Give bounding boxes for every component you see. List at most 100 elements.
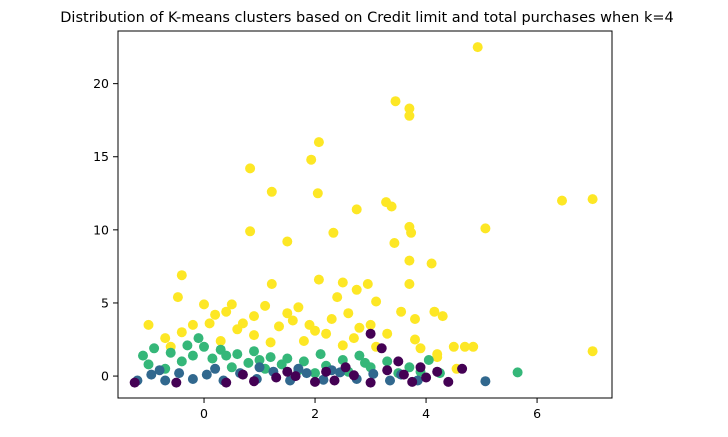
data-point-cluster-3 [274,321,284,332]
data-point-cluster-3 [365,319,376,330]
data-point-cluster-2 [138,350,148,361]
data-point-cluster-3 [313,274,324,285]
data-points [129,42,598,388]
data-point-cluster-2 [315,349,326,360]
data-point-cluster-3 [389,238,400,248]
data-point-cluster-0 [348,370,359,381]
data-point-cluster-3 [176,327,187,338]
data-point-cluster-3 [306,154,317,165]
data-point-cluster-2 [382,356,393,367]
data-point-cluster-3 [337,277,348,288]
data-point-cluster-2 [207,353,218,364]
data-point-cluster-0 [321,366,332,377]
data-point-cluster-3 [480,223,491,234]
data-point-cluster-3 [226,299,237,310]
data-point-cluster-3 [221,306,232,317]
data-point-cluster-3 [362,279,373,289]
plot-frame [117,30,613,399]
data-point-cluster-1 [301,368,312,379]
x-tick-label: 6 [533,406,541,421]
data-point-cluster-2 [254,355,265,365]
data-point-cluster-1 [210,363,221,374]
data-point-cluster-1 [201,369,212,380]
x-tick-label: 4 [422,406,430,421]
y-tick-label: 5 [101,295,109,310]
data-point-cluster-0 [393,356,404,367]
data-point-cluster-1 [154,365,165,376]
data-point-cluster-3 [557,195,567,206]
data-point-cluster-2 [226,362,237,373]
x-tick-label: 2 [311,406,319,421]
data-point-cluster-0 [415,362,426,373]
data-point-cluster-1 [187,374,198,384]
data-point-cluster-2 [149,343,160,354]
data-point-cluster-3 [337,340,348,351]
data-point-cluster-3 [448,341,459,352]
data-point-cluster-0 [376,343,387,354]
data-point-cluster-3 [313,137,324,148]
x-tick-label: 0 [200,406,208,421]
chart-title: Distribution of K-means clusters based o… [60,10,673,26]
data-point-cluster-3 [143,319,154,330]
data-point-cluster-3 [371,296,382,307]
y-tick-label: 15 [93,149,109,164]
data-point-cluster-0 [282,366,293,377]
data-point-cluster-1 [146,369,157,380]
data-point-cluster-3 [245,226,256,237]
data-point-cluster-3 [396,306,407,317]
data-point-cluster-0 [421,372,432,383]
data-point-cluster-3 [587,346,598,357]
data-point-cluster-3 [282,236,293,247]
data-point-cluster-3 [404,255,415,266]
data-point-cluster-3 [390,96,401,107]
data-point-cluster-3 [404,103,415,114]
data-point-cluster-2 [193,333,204,344]
data-point-cluster-3 [245,163,256,174]
data-point-cluster-0 [382,365,393,376]
data-point-cluster-3 [249,330,259,341]
data-point-cluster-2 [176,356,187,367]
data-point-cluster-0 [457,363,468,374]
data-point-cluster-3 [472,42,483,53]
data-point-cluster-2 [423,355,434,365]
data-point-cluster-3 [293,302,304,313]
data-point-cluster-2 [187,350,198,361]
data-point-cluster-3 [468,341,479,352]
data-point-cluster-1 [254,362,265,373]
data-point-cluster-0 [340,362,351,373]
data-point-cluster-0 [221,377,232,388]
data-point-cluster-3 [410,314,420,324]
data-point-cluster-3 [304,319,315,330]
data-point-cluster-1 [385,375,395,386]
data-point-cluster-3 [410,334,420,345]
data-point-cluster-3 [404,110,415,121]
data-point-cluster-3 [260,300,271,311]
y-tick-label: 20 [93,76,109,91]
data-point-cluster-3 [321,328,332,339]
data-point-cluster-3 [204,318,215,329]
data-point-cluster-3 [382,328,393,339]
data-point-cluster-3 [432,352,443,363]
data-point-cluster-0 [365,377,376,388]
data-point-cluster-0 [129,377,140,388]
data-point-cluster-3 [298,336,309,346]
data-point-cluster-3 [199,299,209,310]
data-point-cluster-3 [351,284,362,295]
data-point-cluster-0 [329,375,340,386]
data-point-cluster-2 [310,368,320,379]
data-point-cluster-2 [404,362,415,373]
data-point-cluster-3 [459,341,470,352]
data-point-cluster-3 [406,227,417,238]
data-point-cluster-0 [443,376,454,387]
y-tick-label: 10 [93,222,109,237]
data-point-cluster-2 [143,359,154,370]
data-point-cluster-0 [271,372,282,383]
data-point-cluster-2 [298,356,309,367]
data-point-cluster-0 [310,376,320,387]
data-point-cluster-0 [407,376,418,387]
data-point-cluster-3 [312,188,323,199]
data-point-cluster-2 [276,359,287,370]
data-point-cluster-3 [266,279,277,289]
data-point-cluster-0 [237,369,248,380]
data-point-cluster-3 [326,314,337,324]
